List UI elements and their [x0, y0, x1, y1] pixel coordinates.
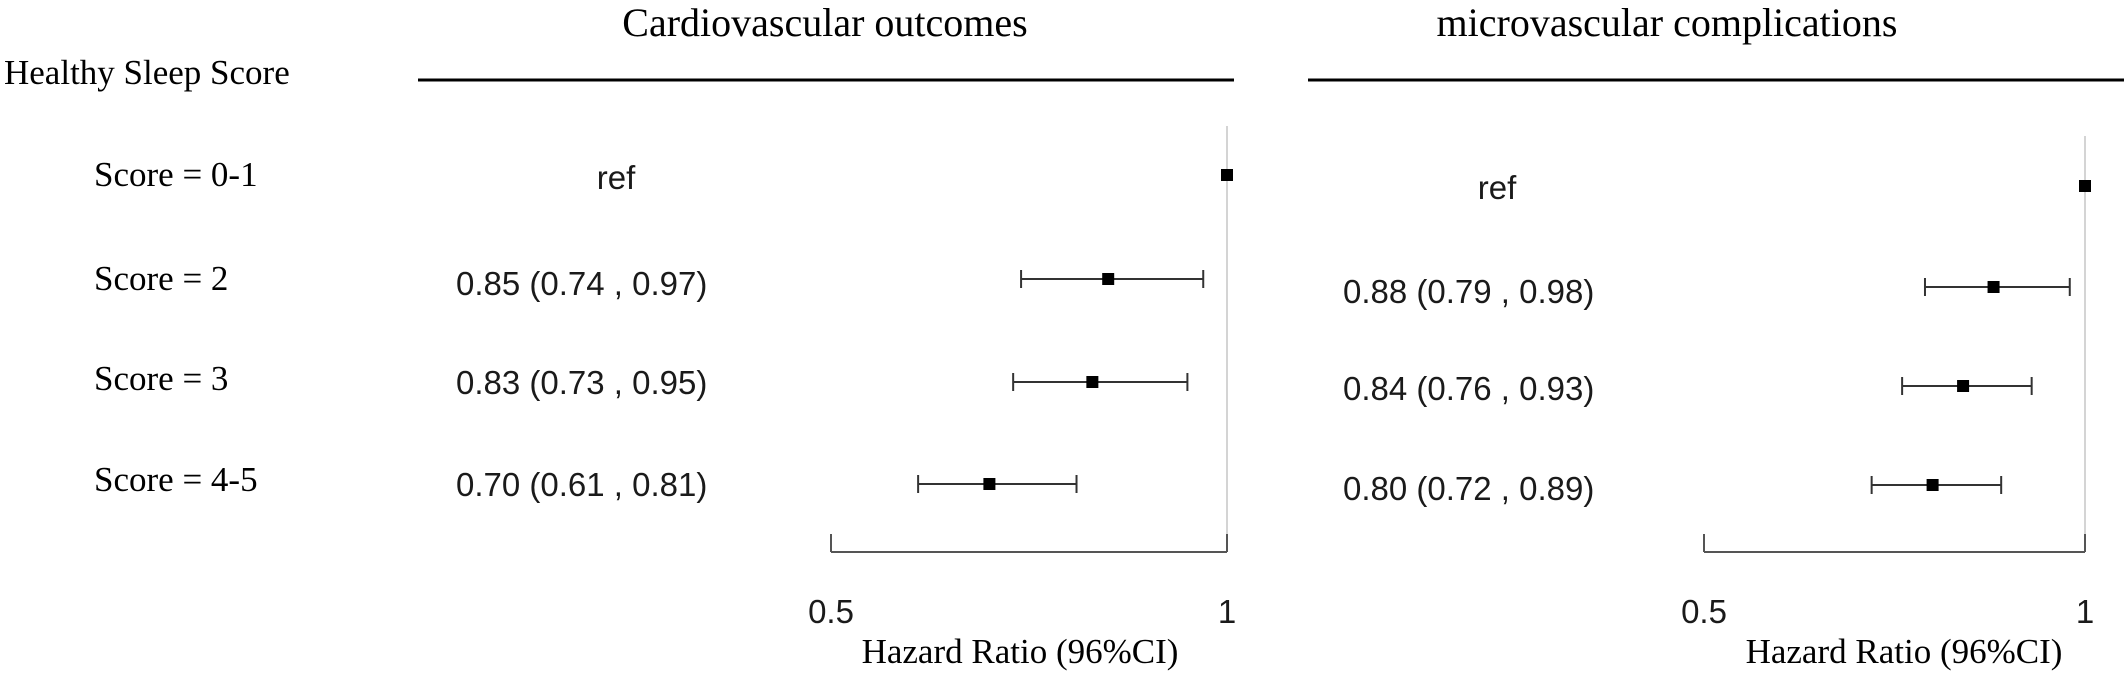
point-estimate-3: [1926, 479, 1939, 491]
x-tick-label-1: 1: [2076, 593, 2094, 630]
x-tick-label-1: 1: [1218, 593, 1236, 630]
row-header: Healthy Sleep Score: [4, 53, 290, 92]
panel-cardiovascular: Cardiovascular outcomes ref 0.85 (0.74 ,…: [418, 0, 1236, 671]
x-tick-label-0: 0.5: [808, 593, 854, 630]
point-estimate-3: [983, 478, 996, 490]
estimate-label-2: 0.83 (0.73 , 0.95): [456, 364, 707, 401]
point-estimate-1: [1102, 273, 1115, 285]
point-estimate-2: [1086, 376, 1099, 388]
row-label-2: Score = 3: [94, 359, 228, 398]
panel-title: microvascular complications: [1437, 0, 1898, 45]
point-estimate-0: [1221, 169, 1233, 181]
point-estimate-1: [1987, 281, 2000, 293]
row-label-3: Score = 4-5: [94, 460, 258, 499]
estimate-label-1: 0.88 (0.79 , 0.98): [1343, 273, 1594, 310]
estimate-label-0: ref: [597, 159, 636, 196]
estimate-label-1: 0.85 (0.74 , 0.97): [456, 265, 707, 302]
panel-microvascular: microvascular complications ref 0.88 (0.…: [1308, 0, 2124, 671]
estimate-label-3: 0.70 (0.61 , 0.81): [456, 466, 707, 503]
x-axis-label: Hazard Ratio (96%CI): [862, 632, 1179, 671]
row-label-1: Score = 2: [94, 259, 228, 298]
estimate-label-0: ref: [1478, 169, 1517, 206]
x-axis-label: Hazard Ratio (96%CI): [1746, 632, 2063, 671]
point-estimate-0: [2079, 180, 2091, 192]
estimate-label-3: 0.80 (0.72 , 0.89): [1343, 470, 1594, 507]
panel-title: Cardiovascular outcomes: [622, 0, 1027, 45]
estimate-label-2: 0.84 (0.76 , 0.93): [1343, 370, 1594, 407]
row-label-0: Score = 0-1: [94, 155, 258, 194]
x-tick-label-0: 0.5: [1681, 593, 1727, 630]
point-estimate-2: [1957, 380, 1970, 392]
